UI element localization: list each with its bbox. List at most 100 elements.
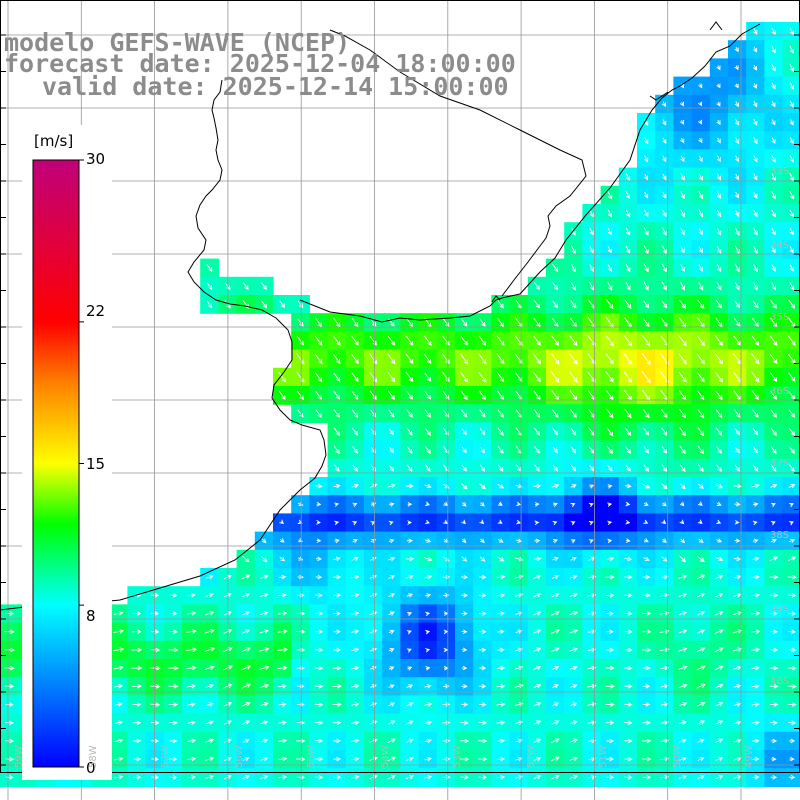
wind-arrow <box>206 300 213 309</box>
wind-arrow <box>205 702 214 707</box>
wind-arrow <box>533 611 542 616</box>
wind-arrow <box>587 647 597 653</box>
wind-arrow <box>205 610 215 616</box>
wind-arrow <box>242 629 251 634</box>
wind-arrow <box>716 501 722 506</box>
wind-arrow <box>787 665 797 671</box>
wind-arrow <box>753 209 758 218</box>
wind-arrow <box>425 666 431 671</box>
wind-arrow <box>552 520 558 526</box>
wind-arrow <box>461 593 469 598</box>
wind-arrow <box>460 353 469 365</box>
wind-arrow <box>716 137 721 144</box>
wind-arrow <box>388 702 396 707</box>
wind-arrow <box>607 538 613 544</box>
wind-speed-cell <box>782 349 800 369</box>
wind-speed-cell <box>782 40 800 59</box>
lat-label-37s: 37S <box>770 458 790 469</box>
wind-arrow <box>734 501 741 507</box>
wind-arrow <box>351 483 359 489</box>
wind-arrow <box>334 538 340 544</box>
wind-arrow <box>771 209 776 218</box>
wind-arrow <box>753 27 758 35</box>
wind-arrow <box>625 519 631 525</box>
title-forecast-date: forecast date: 2025-12-04 18:00:00 <box>4 49 516 78</box>
wind-arrow <box>169 611 178 616</box>
wind-arrow <box>734 227 740 236</box>
wind-arrow <box>715 335 723 347</box>
wind-arrow <box>459 738 470 744</box>
wind-speed-cell <box>782 367 800 387</box>
wind-arrow <box>369 483 378 489</box>
wind-arrow <box>679 445 686 455</box>
wind-arrow <box>661 263 667 273</box>
wind-arrow <box>733 574 742 580</box>
wind-arrow <box>771 82 776 90</box>
wind-arrow <box>789 137 794 145</box>
wind-arrow <box>351 574 360 580</box>
wind-arrow <box>4 647 16 653</box>
wind-arrow <box>661 519 667 525</box>
wind-arrow <box>461 611 468 616</box>
wind-arrow <box>680 155 685 163</box>
wind-arrow <box>424 353 432 364</box>
wind-arrow <box>461 464 467 472</box>
wind-arrow <box>261 282 267 290</box>
wind-arrow <box>388 556 396 562</box>
wind-arrow <box>607 502 613 507</box>
wind-arrow <box>751 702 760 707</box>
wind-arrow <box>461 519 466 525</box>
wind-arrow <box>570 300 577 309</box>
wind-arrow <box>751 335 760 346</box>
wind-arrow <box>789 45 795 54</box>
wind-speed-cell <box>782 167 800 187</box>
wind-arrow <box>570 464 576 472</box>
wind-arrow <box>678 738 687 744</box>
wind-arrow <box>788 774 796 780</box>
wind-arrow <box>533 483 542 489</box>
wind-arrow <box>734 191 740 199</box>
wind-arrow <box>551 756 560 762</box>
wind-arrow <box>698 155 703 163</box>
wind-arrow <box>206 282 213 290</box>
wind-arrow <box>351 353 359 365</box>
wind-arrow <box>351 720 360 725</box>
wind-arrow <box>641 611 652 616</box>
wind-arrow <box>407 520 412 525</box>
wind-arrow <box>205 574 214 580</box>
wind-arrow <box>316 520 321 525</box>
wind-arrow <box>625 227 631 236</box>
wind-arrow <box>315 574 323 580</box>
wind-arrow <box>788 521 794 526</box>
wind-arrow <box>715 592 724 598</box>
wind-arrow <box>769 353 778 365</box>
wind-arrow <box>662 191 667 199</box>
wind-arrow <box>279 538 285 543</box>
wind-arrow <box>788 445 795 454</box>
wind-arrow <box>770 464 777 472</box>
lon-label-53w: 53W <box>452 745 463 768</box>
wind-arrow <box>333 391 341 400</box>
wind-arrow <box>624 629 633 635</box>
wind-arrow <box>662 538 667 543</box>
wind-arrow <box>478 720 488 726</box>
wind-arrow <box>769 372 778 383</box>
wind-arrow <box>678 647 688 652</box>
wind-arrow <box>716 65 721 71</box>
wind-arrow <box>461 556 468 562</box>
wind-arrow <box>533 390 541 401</box>
wind-speed-field <box>0 22 800 787</box>
wind-arrow <box>569 611 579 616</box>
wind-arrow <box>698 264 703 272</box>
wind-arrow <box>716 101 721 107</box>
wind-arrow <box>333 629 341 634</box>
wind-arrow <box>788 372 796 382</box>
wind-arrow <box>735 209 740 218</box>
wind-arrow <box>351 372 359 383</box>
wind-arrow <box>607 227 612 236</box>
wind-arrow <box>241 701 251 707</box>
wind-arrow <box>769 629 778 635</box>
lat-label-34s: 34S <box>770 240 790 251</box>
wind-arrow <box>751 720 760 725</box>
wind-arrow <box>113 665 124 671</box>
